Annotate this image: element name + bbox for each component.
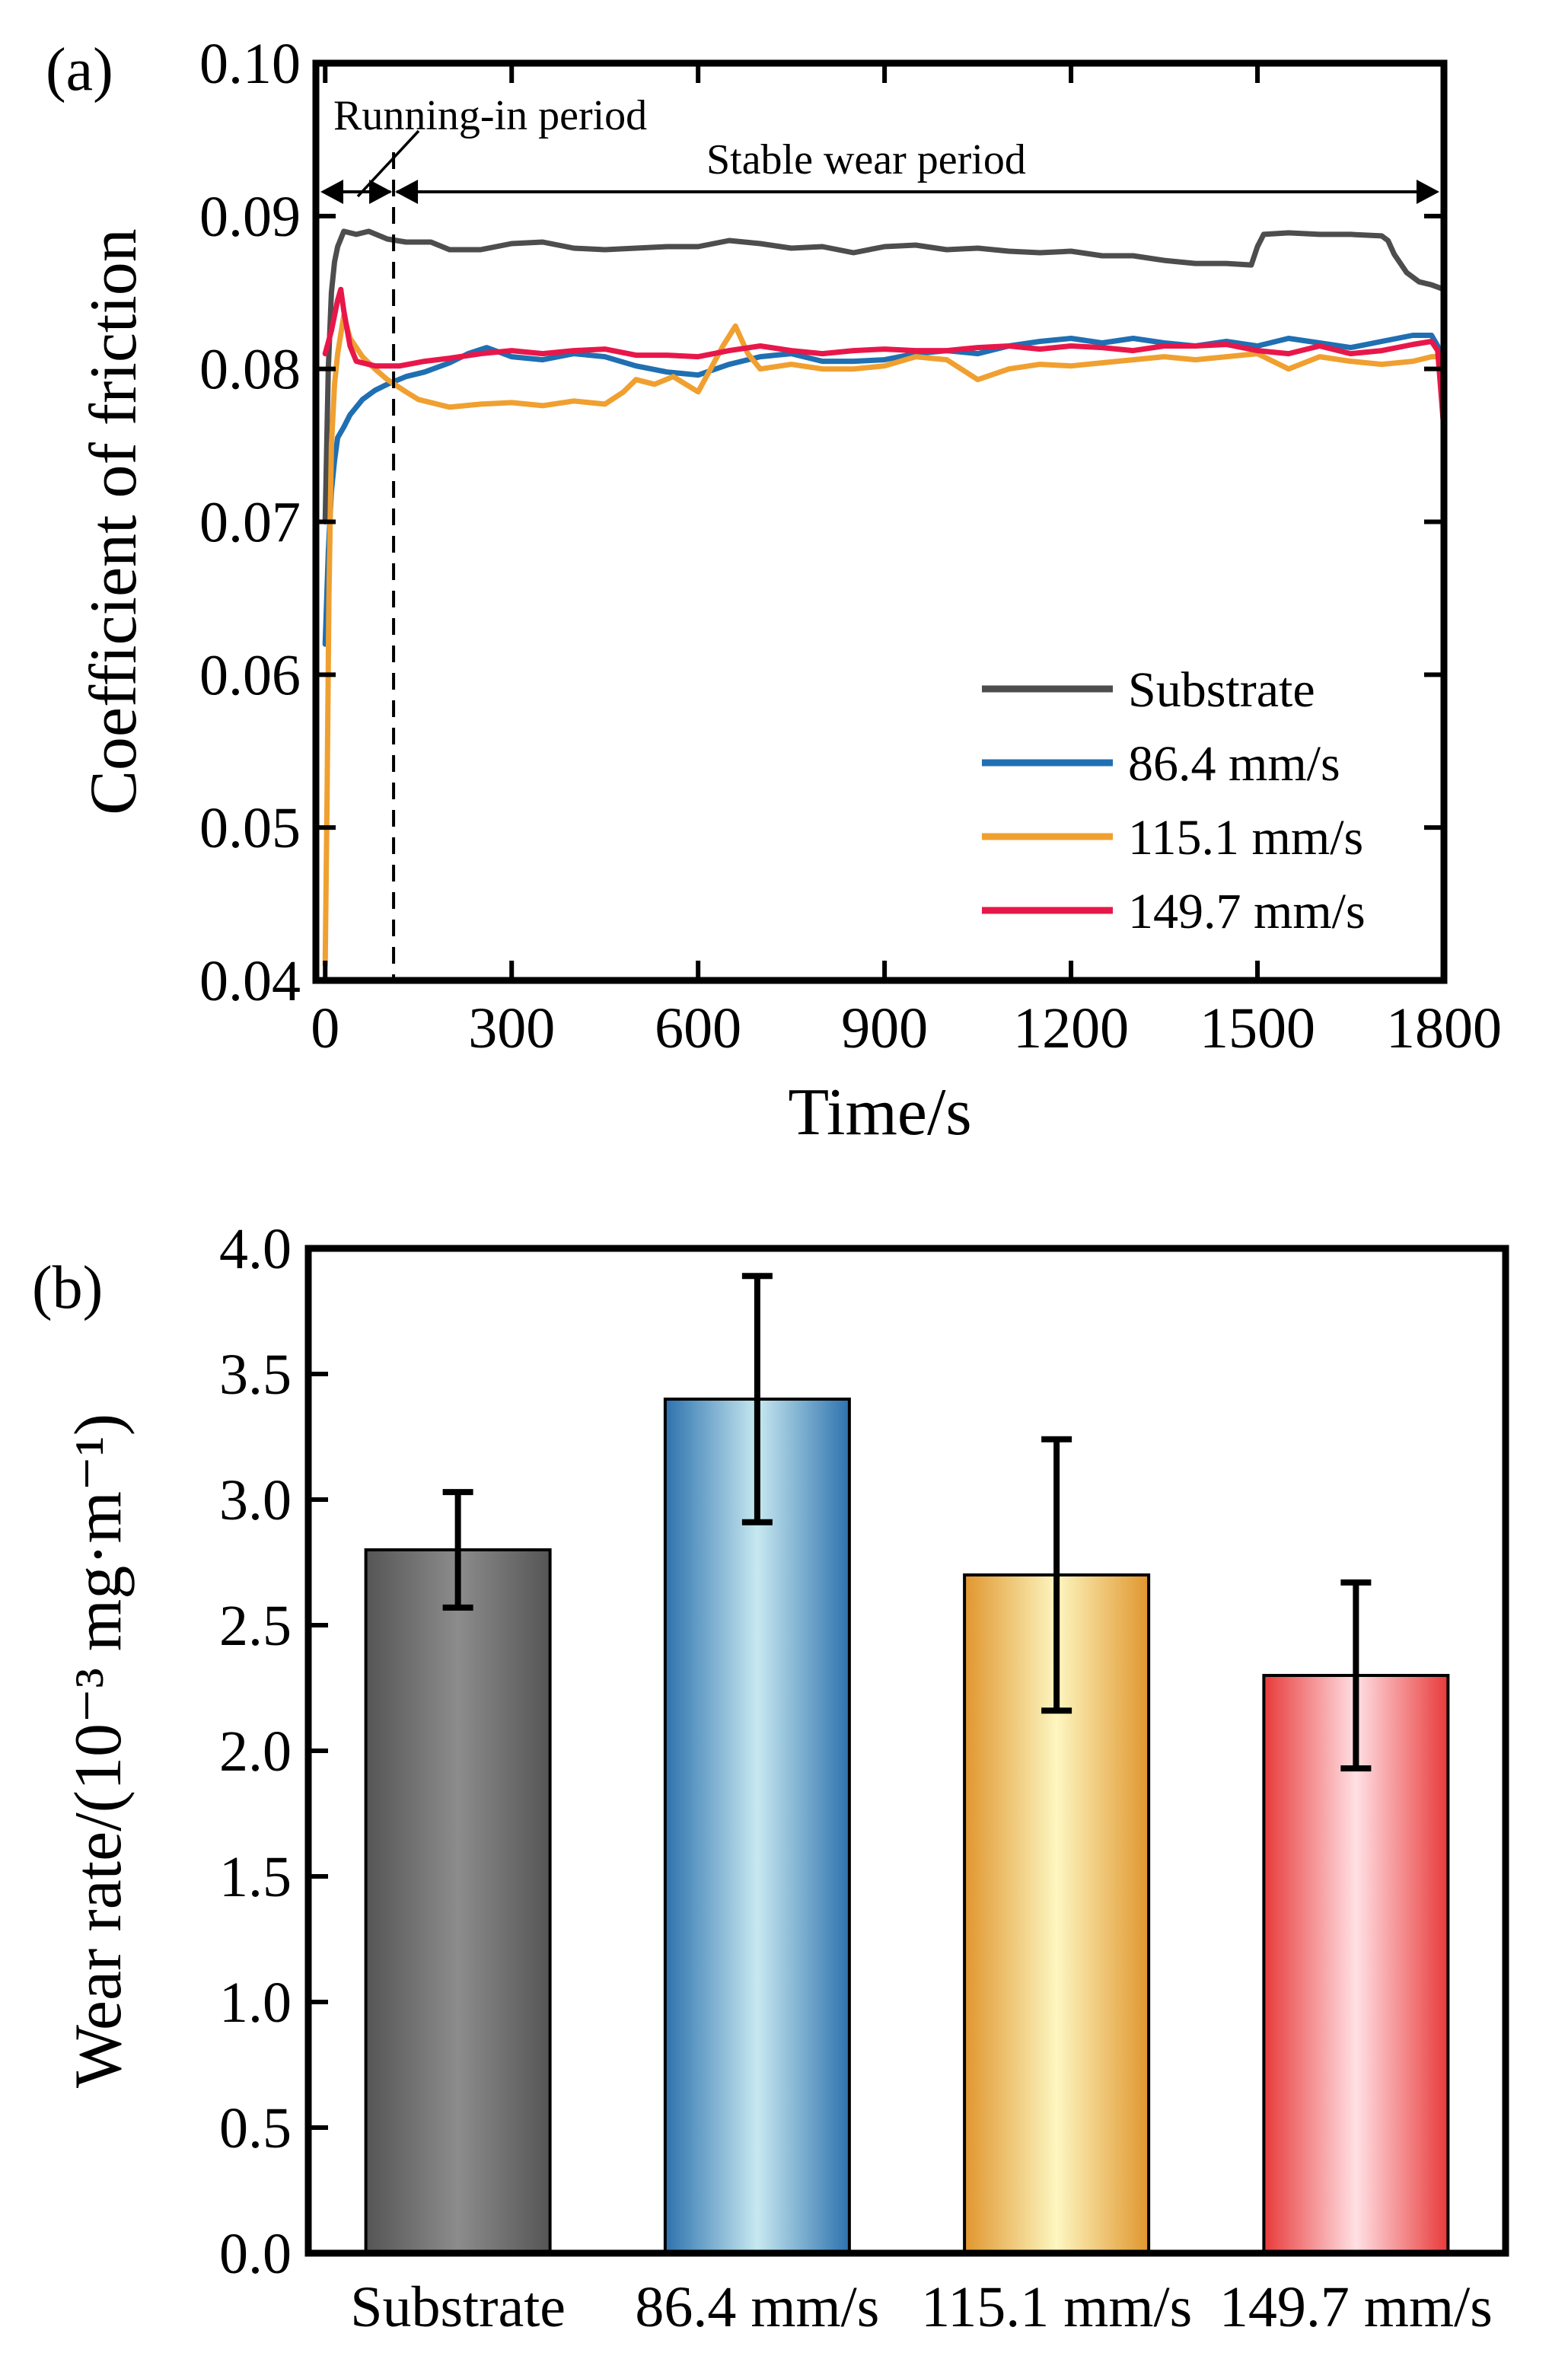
panel-a-legend: Substrate 86.4 mm/s 115.1 mm/s 149.7 mm/s [982,662,1366,939]
category-label-0: Substrate [350,2275,566,2339]
y-tick-label: 0.07 [199,491,301,555]
panel-b-bar-chart: (b) Substrate 86.4 mm/s 115.1 mm/s 149.7 mm… [32,1217,1509,2339]
y-tick-label: 0.06 [199,643,301,707]
series-line-2 [322,312,1447,968]
arrow-head-stable-left [395,180,419,204]
y-tick-label: 0.04 [199,949,301,1013]
panel-a-axes: 0 300 600 900 1200 1500 1800 0.04 0.05 0.06 0.07 0.… [199,32,1502,1060]
panel-b-bars: Substrate 86.4 mm/s 115.1 mm/s 149.7 mm/s [350,1273,1493,2339]
arrow-head-stable-right [1417,180,1439,204]
category-label-3: 149.7 mm/s [1219,2275,1493,2339]
bar-3 [1262,1674,1450,2255]
x-tick-label: 1200 [1013,996,1129,1060]
panel-a-y-axis-title: Coefficient of friction [77,228,151,815]
panel-b-axes: 0.0 0.5 1.0 1.5 2.0 2.5 3.0 3.5 4.0 [219,1217,1509,2286]
panel-b-y-axis-title: Wear rate/(10⁻³ mg·m⁻¹) [62,1414,135,2088]
arrow-head-left [320,180,343,204]
y-tick-label: 0.10 [199,32,301,96]
y-tick-label: 4.0 [219,1217,292,1281]
running-in-label: Running-in period [333,92,647,139]
y-tick-label: 0.0 [219,2222,292,2286]
x-tick-label: 1800 [1386,996,1502,1060]
arrow-head-run-right [369,180,393,204]
y-tick-label: 0.09 [199,185,301,249]
y-tick-label: 0.5 [219,2096,292,2160]
bar-1 [663,1398,851,2255]
x-tick-label: 900 [841,996,928,1060]
running-in-leader-line [356,129,420,198]
stable-wear-label: Stable wear period [706,136,1026,183]
legend-label-0: Substrate [1128,662,1315,718]
legend-label-3: 149.7 mm/s [1128,884,1366,939]
legend-label-2: 115.1 mm/s [1128,810,1363,865]
series-line-0 [322,228,1447,524]
y-tick-label: 2.5 [219,1594,292,1658]
panel-b-label: (b) [32,1254,103,1321]
x-tick-label: 1500 [1200,996,1315,1060]
panel-a-annotations: Running-in period Stable wear period [320,92,1439,980]
category-label-2: 115.1 mm/s [921,2275,1192,2339]
x-tick-label: 300 [468,996,555,1060]
panel-a-x-axis-title: Time/s [788,1076,971,1149]
x-tick-label: 600 [655,996,741,1060]
y-tick-label: 0.08 [199,338,301,402]
series-line-1 [322,333,1447,647]
panel-a-label: (a) [46,37,113,104]
panel-a-line-chart: (a) Running-in period Stable wear period… [46,32,1502,1149]
bar-0 [364,1548,552,2255]
y-tick-label: 3.5 [219,1343,292,1407]
category-label-1: 86.4 mm/s [635,2275,879,2339]
y-tick-label: 3.0 [219,1468,292,1532]
panel-a-series-group [322,228,1447,968]
series-line-3 [322,286,1447,433]
y-tick-label: 1.0 [219,1971,292,2035]
y-tick-label: 2.0 [219,1720,292,1784]
x-tick-label: 0 [311,996,339,1060]
y-tick-label: 0.05 [199,796,301,860]
legend-label-1: 86.4 mm/s [1128,736,1340,792]
y-tick-label: 1.5 [219,1845,292,1909]
